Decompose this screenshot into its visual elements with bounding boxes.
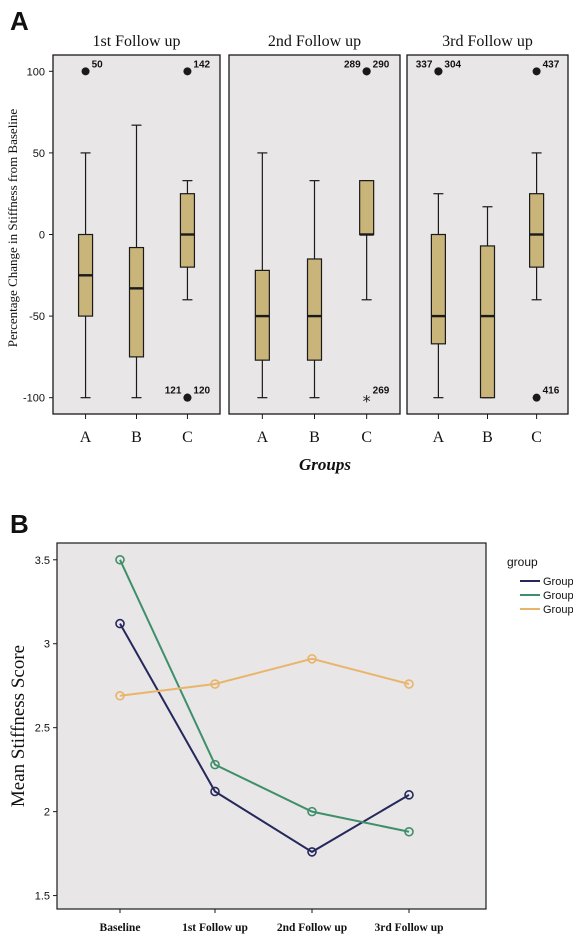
outlier-point (532, 393, 541, 402)
box-b (479, 206, 496, 399)
box-a (430, 193, 446, 399)
facet-panel: A B C 50 142 121 120 (52, 54, 221, 446)
series-point (210, 786, 220, 797)
series-line (115, 618, 414, 857)
y-tick-label-a: -100 (23, 393, 45, 405)
outlier-label: 142 (193, 59, 210, 70)
series-point (404, 790, 414, 800)
y-tick-label-a: 100 (27, 66, 45, 78)
x-tick-label-a: B (131, 429, 142, 446)
y-tick-label-b: 3 (44, 639, 50, 651)
outlier-label: 290 (373, 59, 390, 70)
x-tick-label-a: C (531, 429, 542, 446)
series-point (115, 618, 125, 629)
y-tick-label-a: 50 (33, 148, 45, 160)
x-tick-label-a: A (257, 429, 269, 446)
y-tick-label-a: 0 (39, 230, 45, 242)
series-point (115, 554, 125, 565)
outlier-label: 416 (543, 386, 560, 397)
outlier-label: 289 (344, 59, 361, 70)
series-point (307, 654, 317, 664)
series-point (307, 806, 317, 817)
box-c (359, 180, 375, 301)
x-axis-label-a: Groups (299, 455, 351, 474)
outlier-label: 337 (416, 59, 433, 70)
outlier-label: 121 (165, 386, 182, 397)
series-point (115, 690, 125, 701)
panel-label-a: A (10, 6, 29, 36)
box-iqr (306, 258, 323, 361)
outlier-point (183, 67, 192, 76)
panel-label-b: B (10, 509, 29, 539)
outlier-point (183, 393, 192, 402)
box-iqr (479, 245, 496, 399)
series-path (119, 559, 410, 833)
outlier-label: 269 (373, 386, 390, 397)
facet-title: 1st Follow up (92, 33, 180, 50)
x-tick-label-a: B (309, 429, 320, 446)
x-tick-label-a: A (80, 429, 92, 446)
x-tick-label-a: C (361, 429, 372, 446)
outlier-label: 120 (193, 386, 210, 397)
legend-entry: Group (543, 576, 573, 588)
outlier-point (362, 67, 371, 76)
plot-area-b (56, 542, 487, 910)
series-path (119, 657, 410, 697)
box-plot-panel: A Percentage Change in Stiffness from Ba… (5, 6, 569, 474)
box-b (306, 180, 323, 399)
outlier-label: 50 (92, 59, 104, 70)
y-tick-label-b: 1.5 (35, 891, 50, 903)
legend-entry: Group (543, 604, 573, 616)
series-path (119, 623, 410, 854)
series-point (404, 679, 414, 689)
box-iqr (179, 193, 196, 268)
x-tick-label-b: Baseline (100, 922, 141, 934)
outlier-label: 304 (444, 59, 461, 70)
y-axis-label-b: Mean Stiffness Score (8, 645, 29, 807)
outlier-label: 437 (543, 59, 560, 70)
series-point (307, 847, 317, 857)
series-point (210, 759, 220, 770)
series-line (115, 554, 414, 837)
facet-title: 3rd Follow up (442, 33, 533, 50)
y-axis-label-a: Percentage Change in Stiffness from Base… (5, 109, 20, 348)
outlier-point (81, 67, 90, 76)
legend-title: group (507, 555, 538, 569)
x-tick-label-a: C (182, 429, 193, 446)
outlier-star: * (363, 392, 371, 411)
box-b (128, 124, 145, 399)
x-tick-label-b: 2nd Follow up (277, 922, 347, 934)
legend: group Group Group Group (507, 555, 573, 616)
legend-entry: Group (543, 590, 573, 602)
box-c (179, 180, 196, 301)
line-chart-panel: B Mean Stiffness Score 1.5 2 2.5 3 3.5 Basel… (8, 509, 573, 934)
x-tick-label-b: 3rd Follow up (374, 922, 443, 934)
box-c (529, 152, 545, 301)
box-iqr (529, 193, 545, 268)
box-iqr (359, 180, 375, 236)
box-iqr (430, 233, 446, 345)
outlier-point (532, 67, 541, 76)
box-a (254, 152, 270, 399)
outlier-point (434, 67, 443, 76)
box-iqr (128, 246, 145, 358)
series-point (404, 826, 414, 837)
series-line (115, 654, 414, 701)
y-tick-label-b: 3.5 (35, 555, 50, 567)
x-tick-label-b: 1st Follow up (182, 922, 248, 934)
x-tick-label-a: B (482, 429, 493, 446)
facet-panel: A B C 337 304 437 416 (406, 54, 569, 446)
box-a (77, 152, 94, 399)
x-tick-label-a: A (433, 429, 445, 446)
facet-panel: A B C 289 290 *269 (228, 54, 401, 446)
series-point (210, 679, 220, 689)
facet-title: 2nd Follow up (268, 33, 361, 50)
y-tick-label-b: 2.5 (35, 723, 50, 735)
y-tick-label-a: -50 (29, 311, 45, 323)
y-tick-label-b: 2 (44, 807, 50, 819)
